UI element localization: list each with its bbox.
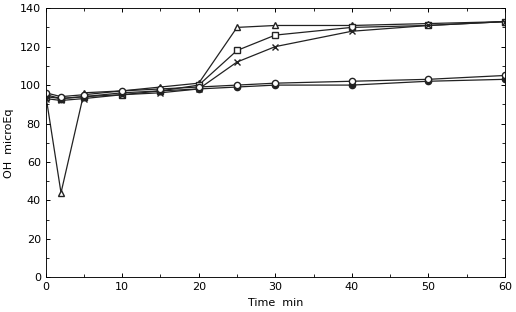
X-axis label: Time  min: Time min	[248, 298, 303, 308]
Y-axis label: OH  microEq: OH microEq	[4, 108, 14, 178]
